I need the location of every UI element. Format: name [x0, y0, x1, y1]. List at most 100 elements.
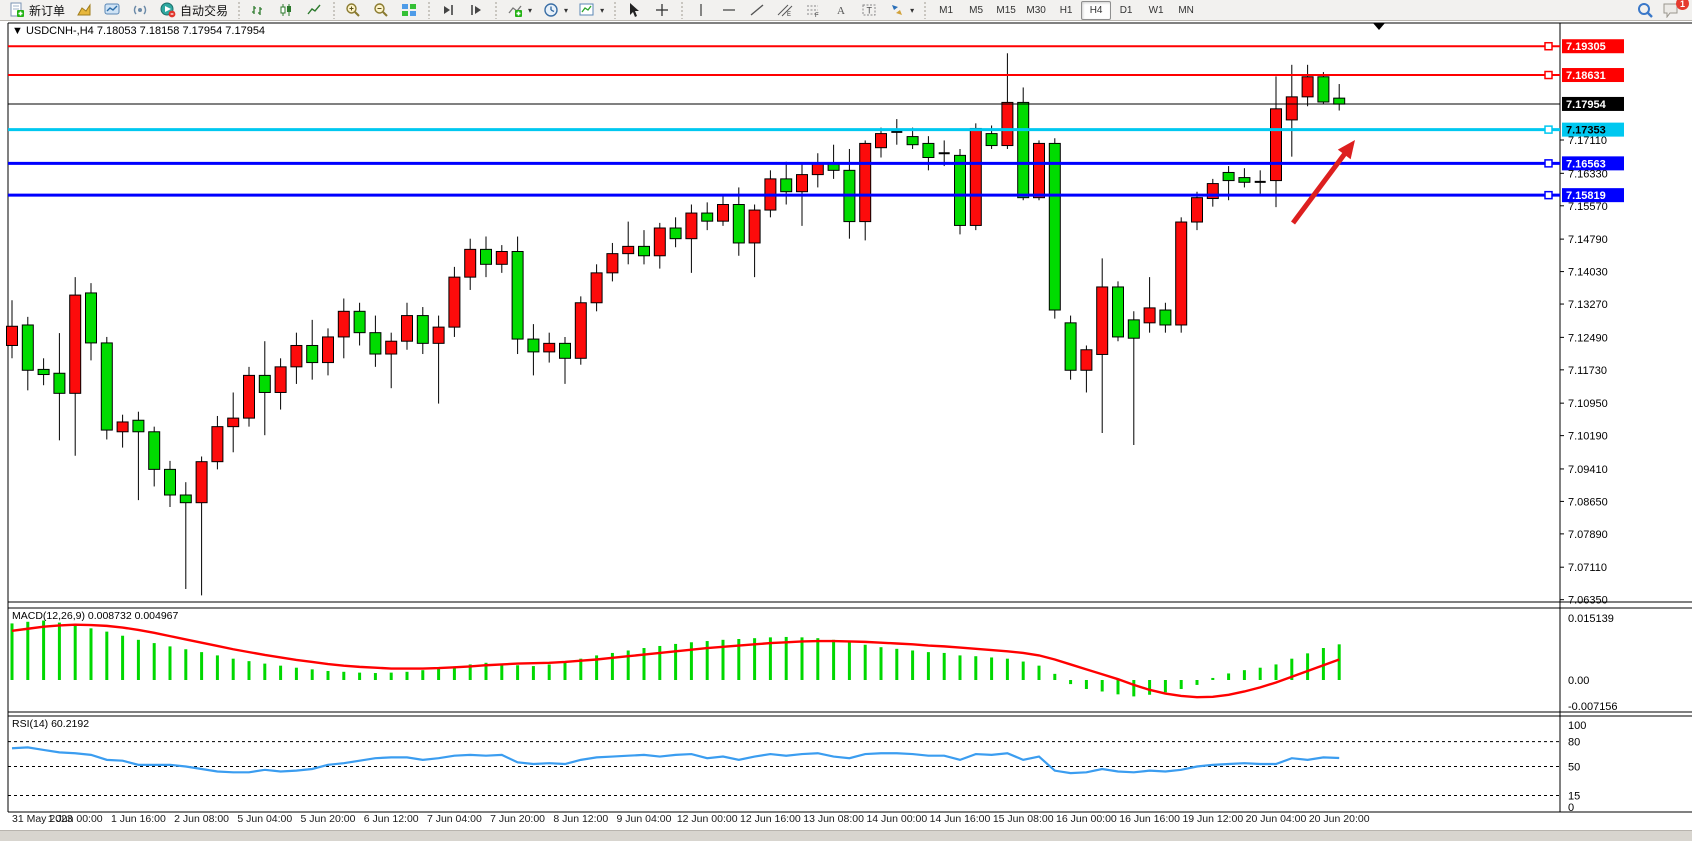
rsi-indicator-label: RSI(14) 60.2192 [12, 718, 90, 730]
indicators-button[interactable]: ▾ [502, 0, 536, 21]
timeframe-button-m30[interactable]: M30 [1026, 4, 1046, 16]
timeframe-button-d1[interactable]: D1 [1119, 4, 1133, 16]
line-chart-mode-button[interactable] [301, 0, 327, 21]
bearish-candle [132, 419, 145, 433]
bearish-candle [780, 178, 793, 193]
arrows-tool-button[interactable]: ▾ [884, 0, 918, 21]
bullish-candle [1285, 96, 1298, 121]
horizontal-line-tool-button[interactable] [716, 0, 742, 21]
vertical-line-icon [692, 2, 710, 18]
chart-window[interactable]: 7.19305 7.18631 7.17954 7.17353 7.16563 7.158… [0, 21, 1692, 841]
level-line-handle[interactable] [1544, 159, 1553, 168]
price-axis-label: 7.14790 [1568, 234, 1608, 246]
price-axis-label: 7.14030 [1568, 267, 1608, 279]
chart-shift-icon [467, 2, 485, 18]
level-line-handle[interactable] [1544, 70, 1553, 80]
timeframe-button-h1[interactable]: H1 [1059, 4, 1073, 16]
bullish-candle [1001, 101, 1014, 147]
time-axis-label: 7 Jun 20:00 [490, 813, 545, 825]
bullish-candle [1080, 349, 1093, 371]
bullish-candle [1301, 76, 1314, 98]
bullish-candle [337, 310, 350, 338]
bearish-candle [559, 342, 571, 359]
vertical-line-tool-button[interactable] [688, 0, 714, 21]
timeframe-button-m15[interactable]: M15 [996, 4, 1016, 16]
zoom-out-button[interactable] [368, 0, 394, 21]
price-level-axis-label [1562, 122, 1624, 137]
bullish-candle [448, 276, 461, 328]
templates-button[interactable]: ▾ [574, 0, 608, 21]
price-axis-label: 7.16330 [1568, 168, 1608, 180]
tile-windows-icon [400, 2, 418, 18]
rsi-axis-label: 15 [1568, 791, 1580, 803]
time-axis-label: 1 Jun 16:00 [111, 813, 166, 825]
timeframe-button-h4[interactable]: H4 [1081, 0, 1112, 20]
level-line-handle[interactable] [1544, 41, 1553, 51]
timeframe-group: M1 M5 M15 M30 H1 H4 D1 W1 MN [931, 0, 1201, 20]
crosshair-icon [653, 2, 671, 18]
timeframe-button-m5[interactable]: M5 [969, 4, 984, 16]
bullish-candle [464, 248, 477, 278]
level-line-handle[interactable] [1544, 125, 1553, 134]
search-icon[interactable] [1636, 2, 1654, 18]
dropdown-caret-icon: ▾ [910, 5, 915, 15]
new-order-button[interactable]: 新订单 [4, 0, 69, 21]
candlestick-chart-canvas[interactable]: 7.19305 7.18631 7.17954 7.17353 7.16563 7.158… [0, 21, 1692, 840]
bullish-candle [1033, 142, 1045, 199]
price-axis-label: 7.12490 [1568, 332, 1608, 344]
cursor-tool-button[interactable] [621, 0, 647, 21]
timeframe-button-m1[interactable]: M1 [939, 4, 954, 16]
price-level-axis-label [1562, 156, 1624, 171]
bearish-candle [1333, 97, 1346, 105]
trend-arrow-annotation[interactable] [1290, 149, 1349, 225]
chart-shift-button[interactable] [463, 0, 489, 21]
auto-scroll-button[interactable] [435, 0, 461, 21]
channel-tool-button[interactable]: E [772, 0, 798, 21]
price-level-axis-value: 7.15819 [1566, 190, 1606, 202]
arrows-icon [888, 2, 906, 18]
time-axis-label: 13 Jun 08:00 [803, 813, 864, 825]
zoom-in-button[interactable] [340, 0, 366, 21]
level-line-handle[interactable] [1544, 190, 1553, 200]
timeframe-button-mn[interactable]: MN [1178, 4, 1194, 16]
bullish-candle [811, 163, 824, 176]
svg-text:E: E [787, 12, 791, 18]
price-level-axis-value: 7.18631 [1566, 70, 1606, 82]
bearish-candle [258, 374, 271, 393]
macd-axis-label: -0.007156 [1568, 701, 1618, 713]
text-label-tool-button[interactable]: T [856, 0, 882, 21]
periods-button[interactable]: ▾ [538, 0, 572, 21]
channel-icon: E [776, 2, 794, 18]
toolbar-separator [493, 1, 499, 19]
bearish-candle [669, 227, 682, 240]
rsi-line [11, 746, 1340, 775]
bearish-candle [527, 338, 540, 353]
auto-trading-button[interactable]: 自动交易 [155, 0, 232, 21]
bar-chart-mode-button[interactable] [245, 0, 271, 21]
bullish-candle [322, 336, 334, 364]
toolbar-separator [426, 1, 432, 19]
zoom-out-icon [372, 2, 390, 18]
notifications-chat-icon[interactable]: 1 [1660, 0, 1689, 18]
timeframe-button-w1[interactable]: W1 [1148, 4, 1164, 16]
price-level-axis-value: 7.16563 [1566, 158, 1606, 170]
candlestick-mode-button[interactable] [273, 0, 299, 21]
terminal-button[interactable] [99, 0, 125, 21]
trendline-tool-button[interactable] [744, 0, 770, 21]
text-tool-button[interactable]: A [828, 0, 854, 21]
bullish-candle [1206, 183, 1219, 200]
time-axis-label: 5 Jun 20:00 [301, 813, 356, 825]
crosshair-tool-button[interactable] [649, 0, 675, 21]
time-axis-label: 14 Jun 16:00 [930, 813, 991, 825]
bearish-candle [732, 204, 745, 244]
dropdown-caret-icon: ▾ [564, 5, 569, 15]
bearish-candle [511, 250, 524, 340]
time-axis-label: 5 Jun 04:00 [237, 813, 292, 825]
bullish-candle [1270, 108, 1282, 182]
signal-button[interactable] [127, 0, 153, 21]
fibonacci-tool-button[interactable]: F [800, 0, 826, 21]
chart-shift-marker[interactable] [1373, 23, 1385, 30]
symbol-ohlc-label[interactable]: ▼ USDCNH-,H4 7.18053 7.18158 7.17954 7.1… [12, 25, 266, 37]
market-watch-button[interactable] [71, 0, 97, 21]
tile-windows-button[interactable] [396, 0, 422, 21]
